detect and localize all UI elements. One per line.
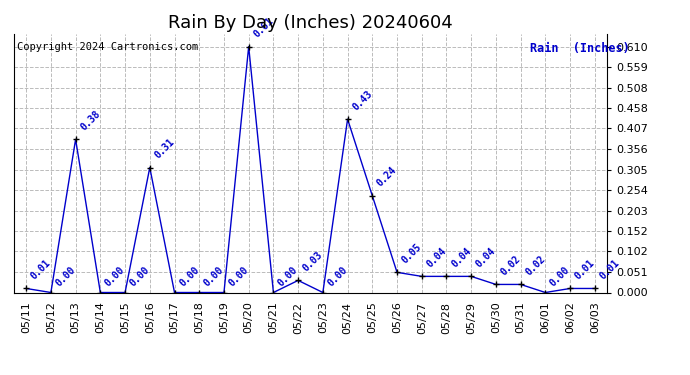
Text: 0.00: 0.00 — [227, 265, 250, 288]
Text: 0.01: 0.01 — [573, 258, 597, 282]
Text: 0.00: 0.00 — [276, 265, 300, 288]
Text: 0.61: 0.61 — [251, 16, 275, 40]
Title: Rain By Day (Inches) 20240604: Rain By Day (Inches) 20240604 — [168, 14, 453, 32]
Text: 0.04: 0.04 — [449, 246, 473, 269]
Text: 0.24: 0.24 — [375, 165, 399, 189]
Text: 0.38: 0.38 — [79, 109, 102, 132]
Text: Rain  (Inches): Rain (Inches) — [530, 42, 630, 54]
Text: 0.00: 0.00 — [177, 265, 201, 288]
Text: 0.02: 0.02 — [524, 254, 547, 278]
Text: Copyright 2024 Cartronics.com: Copyright 2024 Cartronics.com — [17, 42, 198, 51]
Text: 0.04: 0.04 — [424, 246, 448, 269]
Text: 0.03: 0.03 — [301, 250, 324, 273]
Text: 0.43: 0.43 — [351, 88, 374, 112]
Text: 0.00: 0.00 — [128, 265, 152, 288]
Text: 0.01: 0.01 — [598, 258, 621, 282]
Text: 0.00: 0.00 — [202, 265, 226, 288]
Text: 0.31: 0.31 — [152, 137, 176, 160]
Text: 0.05: 0.05 — [400, 242, 424, 266]
Text: 0.00: 0.00 — [103, 265, 127, 288]
Text: 0.00: 0.00 — [326, 265, 349, 288]
Text: 0.04: 0.04 — [474, 246, 497, 269]
Text: 0.00: 0.00 — [54, 265, 77, 288]
Text: 0.01: 0.01 — [29, 258, 52, 282]
Text: 0.02: 0.02 — [499, 254, 522, 278]
Text: 0.00: 0.00 — [548, 265, 572, 288]
